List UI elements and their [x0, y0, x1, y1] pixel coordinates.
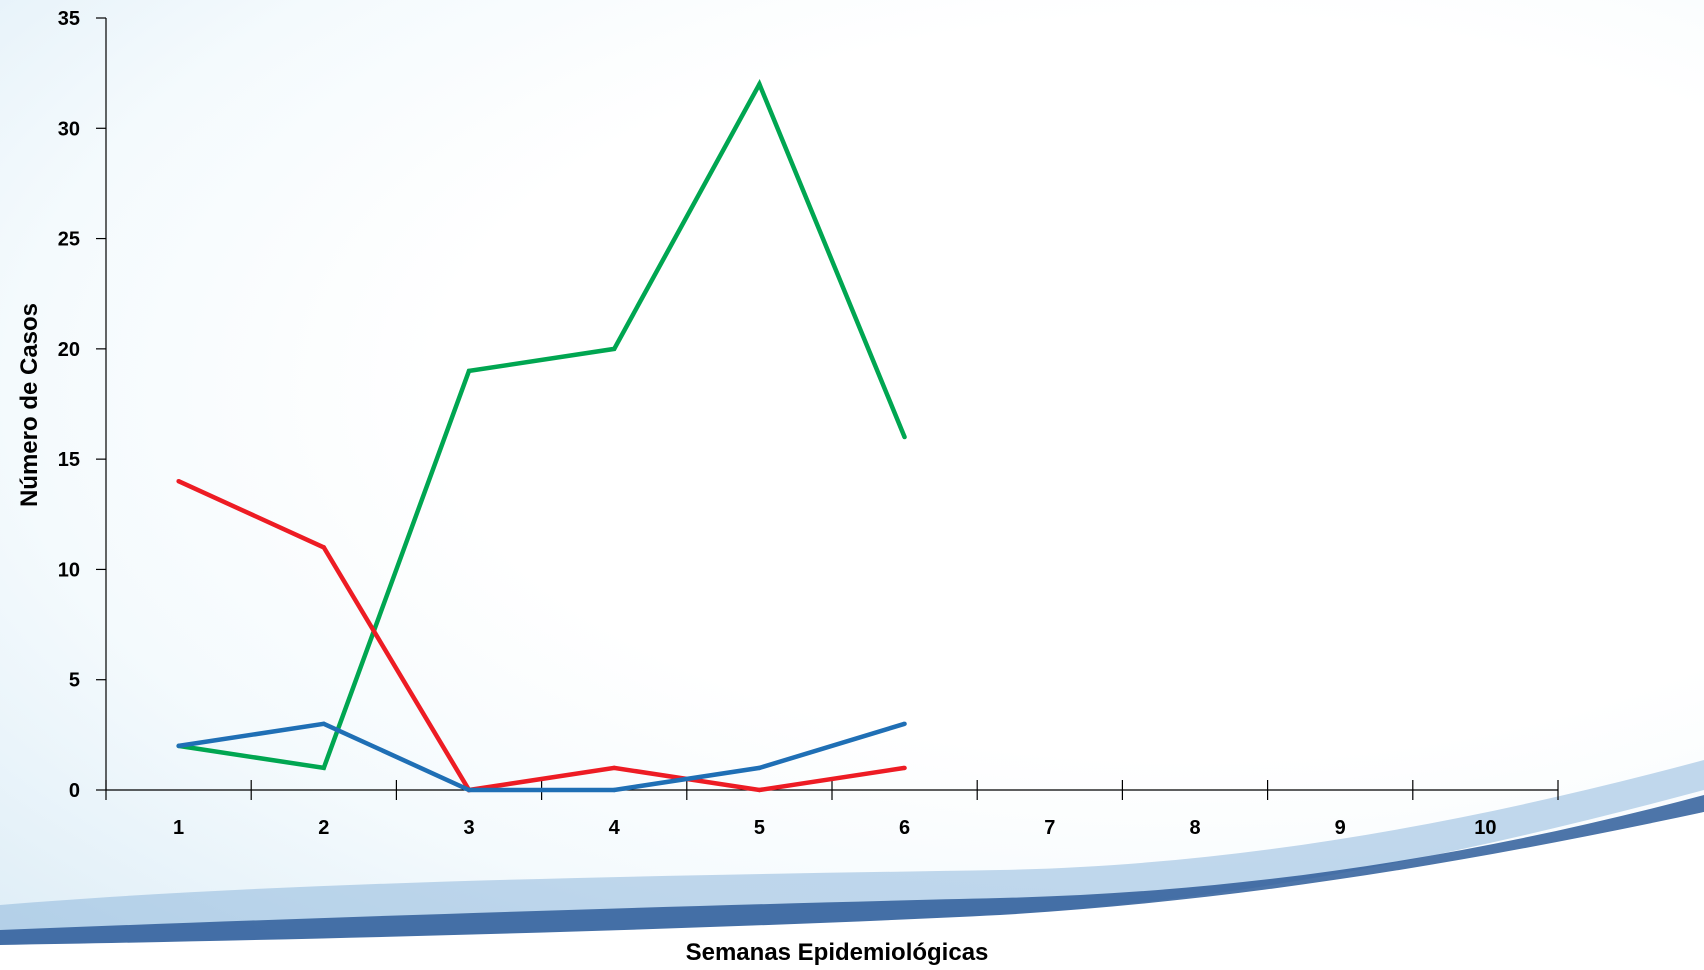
- y-tick-label: 20: [58, 339, 80, 361]
- series-2-point: [321, 545, 326, 550]
- x-tick-label: 5: [754, 817, 765, 839]
- x-tick-label: 4: [609, 817, 621, 839]
- y-tick-label: 0: [69, 780, 80, 802]
- series-1-point: [757, 81, 762, 87]
- x-tick-label: 3: [463, 817, 474, 839]
- series-1-point: [612, 346, 617, 352]
- series-3-point: [321, 721, 326, 727]
- x-axis-title: Semanas Epidemiológicas: [686, 939, 989, 966]
- y-tick-label: 10: [58, 559, 80, 581]
- y-tick-label: 35: [58, 8, 80, 30]
- series-line-3: [178, 721, 906, 793]
- x-tick-label: 2: [318, 817, 329, 839]
- series-3-point: [612, 787, 617, 793]
- x-tick-label: 7: [1044, 817, 1055, 839]
- x-tick-label: 9: [1335, 817, 1346, 839]
- series-3-point: [176, 743, 181, 749]
- series-2-point: [176, 479, 181, 484]
- swoosh-white-fill: [0, 812, 1704, 970]
- x-tick-label: 10: [1474, 817, 1496, 839]
- series-line-1: [178, 78, 907, 771]
- x-tick-label: 1: [173, 817, 184, 839]
- series-3-point: [757, 765, 762, 771]
- axes: 0 5 10 15 20 25 30 35 1 2 3 4 5 6 7 8 9 10: [58, 8, 1559, 839]
- decorative-swoosh: [0, 760, 1704, 970]
- series-layer: [176, 78, 907, 793]
- series-3-point: [902, 721, 907, 727]
- y-tick-label: 5: [69, 670, 80, 692]
- series-1-point: [466, 368, 472, 374]
- series-2-point: [612, 765, 617, 771]
- x-tick-label: 6: [899, 817, 910, 839]
- y-tick-label: 25: [58, 229, 80, 251]
- series-line-2: [177, 479, 905, 793]
- y-axis-title: Número de Casos: [16, 303, 43, 507]
- series-1-point: [321, 765, 326, 771]
- x-tick-label: 8: [1189, 817, 1200, 839]
- y-tick-label: 30: [58, 118, 80, 140]
- series-2-point: [757, 787, 762, 793]
- y-tick-label: 15: [58, 449, 80, 471]
- series-1-point: [902, 434, 907, 440]
- swoosh-dark-band: [0, 795, 1704, 958]
- swoosh-light-band: [0, 760, 1704, 945]
- series-3-point: [466, 787, 472, 793]
- series-2-point: [902, 765, 907, 771]
